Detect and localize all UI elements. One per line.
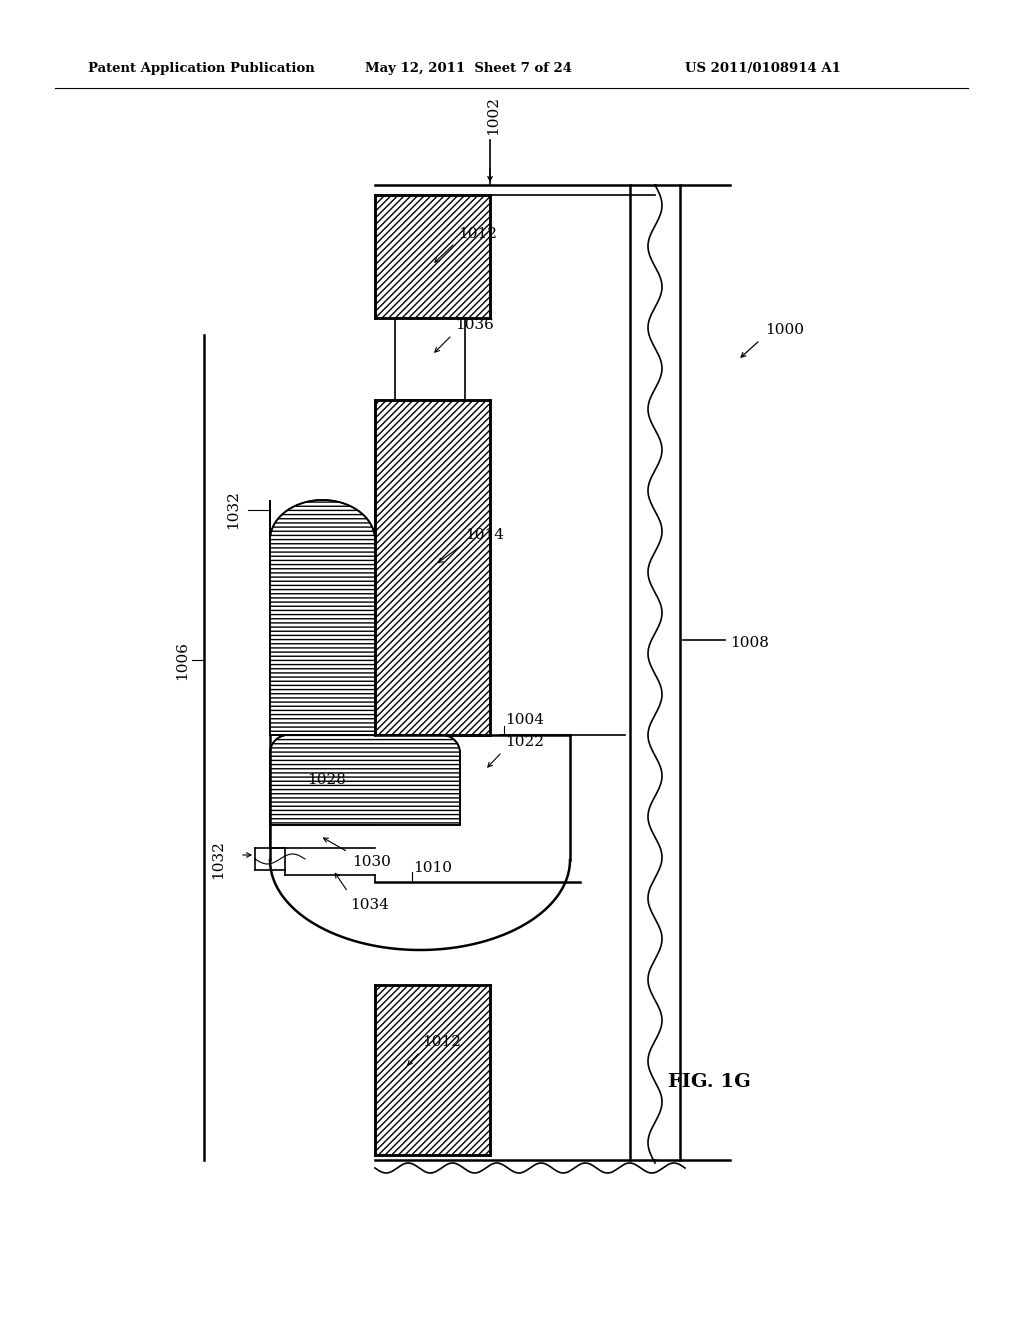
Polygon shape	[270, 500, 375, 735]
Text: 1032: 1032	[226, 491, 240, 529]
Text: FIG. 1G: FIG. 1G	[668, 1073, 751, 1092]
Text: 1014: 1014	[465, 528, 504, 543]
Bar	[375, 985, 490, 1155]
Text: 1032: 1032	[211, 841, 225, 879]
Text: 1036: 1036	[455, 318, 494, 333]
Text: 1002: 1002	[486, 96, 500, 135]
Bar	[375, 195, 490, 318]
Text: 1022: 1022	[505, 735, 544, 748]
Text: 1012: 1012	[458, 227, 497, 242]
Text: 1004: 1004	[505, 713, 544, 727]
Bar	[375, 400, 490, 735]
Text: 1000: 1000	[765, 323, 804, 337]
Text: US 2011/0108914 A1: US 2011/0108914 A1	[685, 62, 841, 75]
Text: Patent Application Publication: Patent Application Publication	[88, 62, 314, 75]
Text: 1010: 1010	[413, 861, 452, 875]
Text: 1028: 1028	[307, 774, 346, 787]
Text: 1006: 1006	[175, 640, 189, 680]
Text: 1012: 1012	[422, 1035, 461, 1049]
Text: 1030: 1030	[352, 855, 391, 869]
Text: May 12, 2011  Sheet 7 of 24: May 12, 2011 Sheet 7 of 24	[365, 62, 572, 75]
Text: 1008: 1008	[730, 636, 769, 649]
Polygon shape	[270, 735, 460, 825]
Text: 1034: 1034	[350, 898, 389, 912]
